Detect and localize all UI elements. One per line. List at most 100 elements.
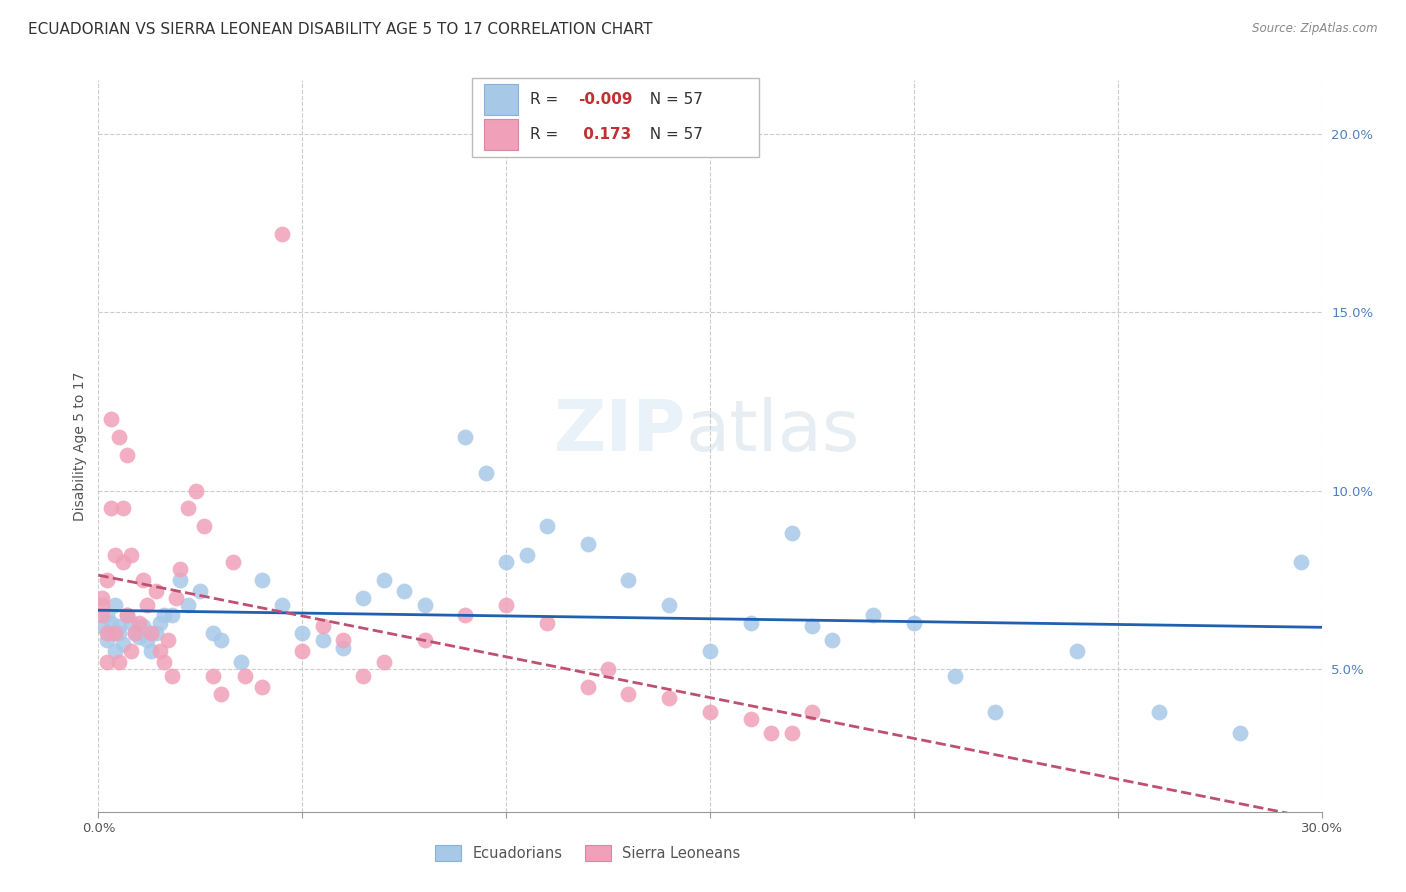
Point bbox=[177, 501, 200, 516]
Text: N = 57: N = 57 bbox=[640, 92, 703, 107]
FancyBboxPatch shape bbox=[484, 119, 517, 150]
Y-axis label: Disability Age 5 to 17: Disability Age 5 to 17 bbox=[73, 371, 87, 521]
Point bbox=[740, 712, 762, 726]
Point bbox=[233, 669, 256, 683]
Point bbox=[120, 548, 142, 562]
Text: R =: R = bbox=[530, 92, 564, 107]
FancyBboxPatch shape bbox=[484, 84, 517, 115]
Point bbox=[699, 705, 721, 719]
Point bbox=[96, 608, 118, 623]
Point bbox=[128, 630, 150, 644]
Point bbox=[576, 537, 599, 551]
Point bbox=[108, 626, 131, 640]
Point bbox=[124, 626, 146, 640]
Point bbox=[201, 669, 224, 683]
Point bbox=[576, 680, 599, 694]
Legend: Ecuadorians, Sierra Leoneans: Ecuadorians, Sierra Leoneans bbox=[429, 839, 747, 867]
Point bbox=[141, 626, 163, 640]
Point bbox=[96, 655, 118, 669]
Point bbox=[100, 501, 122, 516]
Point bbox=[222, 555, 245, 569]
Point bbox=[209, 633, 232, 648]
Point bbox=[413, 633, 436, 648]
Point bbox=[943, 669, 966, 683]
Text: Source: ZipAtlas.com: Source: ZipAtlas.com bbox=[1253, 22, 1378, 36]
Point bbox=[149, 615, 172, 630]
Point bbox=[96, 633, 118, 648]
Point bbox=[108, 655, 131, 669]
Point bbox=[516, 548, 538, 562]
Point bbox=[91, 591, 114, 605]
Point bbox=[862, 608, 884, 623]
Point bbox=[91, 608, 114, 623]
Text: R =: R = bbox=[530, 127, 564, 142]
Point bbox=[617, 573, 640, 587]
Text: atlas: atlas bbox=[686, 397, 860, 466]
Point bbox=[352, 591, 374, 605]
Point bbox=[136, 633, 159, 648]
Point bbox=[91, 598, 114, 612]
Point bbox=[108, 430, 131, 444]
Text: 0.173: 0.173 bbox=[578, 127, 631, 142]
Point bbox=[169, 573, 191, 587]
Point bbox=[231, 655, 253, 669]
Point bbox=[495, 598, 517, 612]
Point bbox=[312, 633, 335, 648]
Point bbox=[352, 669, 374, 683]
Text: N = 57: N = 57 bbox=[640, 127, 703, 142]
Point bbox=[270, 227, 294, 241]
Point bbox=[984, 705, 1007, 719]
Point bbox=[598, 662, 620, 676]
Point bbox=[209, 687, 232, 701]
Point bbox=[104, 626, 127, 640]
Point bbox=[111, 555, 134, 569]
Point bbox=[201, 626, 224, 640]
Point bbox=[193, 519, 215, 533]
Point bbox=[1291, 555, 1313, 569]
Point bbox=[128, 615, 150, 630]
Point bbox=[132, 619, 155, 633]
Point bbox=[373, 655, 395, 669]
Point bbox=[188, 583, 212, 598]
Point bbox=[250, 680, 273, 694]
Point bbox=[100, 412, 122, 426]
Point bbox=[96, 573, 118, 587]
Point bbox=[100, 615, 122, 630]
Point bbox=[160, 608, 183, 623]
Point bbox=[413, 598, 436, 612]
Point bbox=[270, 598, 294, 612]
Point bbox=[169, 562, 191, 576]
Point bbox=[156, 633, 179, 648]
Point bbox=[392, 583, 416, 598]
Point bbox=[136, 598, 159, 612]
Point bbox=[115, 448, 138, 462]
Point bbox=[149, 644, 172, 658]
Point bbox=[536, 519, 558, 533]
Point bbox=[91, 619, 114, 633]
Point bbox=[780, 726, 803, 740]
Point bbox=[108, 619, 131, 633]
Point bbox=[801, 705, 824, 719]
Point bbox=[120, 644, 142, 658]
Point bbox=[312, 619, 335, 633]
Point bbox=[115, 608, 138, 623]
Point bbox=[160, 669, 183, 683]
Point bbox=[186, 483, 208, 498]
Point bbox=[1147, 705, 1170, 719]
Point bbox=[111, 501, 134, 516]
Point bbox=[177, 598, 200, 612]
Point bbox=[761, 726, 783, 740]
Point bbox=[740, 615, 762, 630]
Point bbox=[111, 637, 134, 651]
Point bbox=[250, 573, 273, 587]
Point bbox=[332, 633, 354, 648]
Point bbox=[152, 655, 174, 669]
Point bbox=[658, 598, 681, 612]
Point bbox=[104, 548, 127, 562]
Point bbox=[104, 598, 127, 612]
Text: -0.009: -0.009 bbox=[578, 92, 633, 107]
Point bbox=[495, 555, 517, 569]
Point bbox=[699, 644, 721, 658]
Point bbox=[658, 690, 681, 705]
Text: ECUADORIAN VS SIERRA LEONEAN DISABILITY AGE 5 TO 17 CORRELATION CHART: ECUADORIAN VS SIERRA LEONEAN DISABILITY … bbox=[28, 22, 652, 37]
